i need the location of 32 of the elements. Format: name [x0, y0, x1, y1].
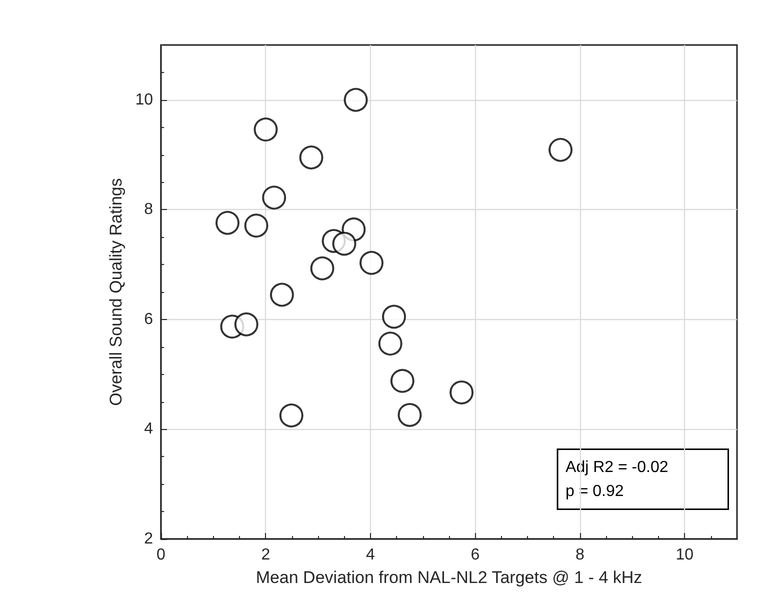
x-tick-label: 4: [366, 546, 375, 564]
x-tick-label: 2: [261, 546, 270, 564]
point: [332, 232, 356, 256]
y-tick-label: 2: [144, 530, 154, 548]
x-tick-label: 8: [575, 546, 584, 564]
point: [378, 332, 402, 356]
x-tick-label: 6: [470, 546, 480, 564]
point: [360, 250, 384, 275]
point: [216, 210, 240, 235]
point: [390, 368, 414, 393]
point: [262, 186, 286, 210]
point: [310, 256, 334, 280]
annotation: Adj R2 = -0.02: [566, 458, 668, 476]
y-tick-label: 10: [135, 91, 154, 108]
point: [450, 380, 474, 404]
x-tick-label: 10: [676, 546, 694, 564]
point: [234, 312, 258, 336]
point: [344, 88, 368, 112]
point: [244, 214, 268, 238]
x-axis-title: Mean Deviation from NAL-NL2 Targets @ 1 - 4 kHz: [256, 568, 642, 587]
y-tick-label: 4: [144, 420, 154, 438]
y-axis-title: Overall Sound Quality Ratings: [106, 178, 126, 406]
point: [398, 402, 422, 427]
point: [279, 404, 304, 428]
y-tick-label: 6: [144, 310, 154, 328]
point: [382, 304, 406, 329]
point: [548, 138, 573, 162]
y-tick-label: 8: [144, 201, 154, 218]
point: [299, 146, 324, 170]
point: [270, 282, 294, 307]
x-tick-label: 0: [156, 546, 166, 564]
point: [254, 118, 278, 142]
